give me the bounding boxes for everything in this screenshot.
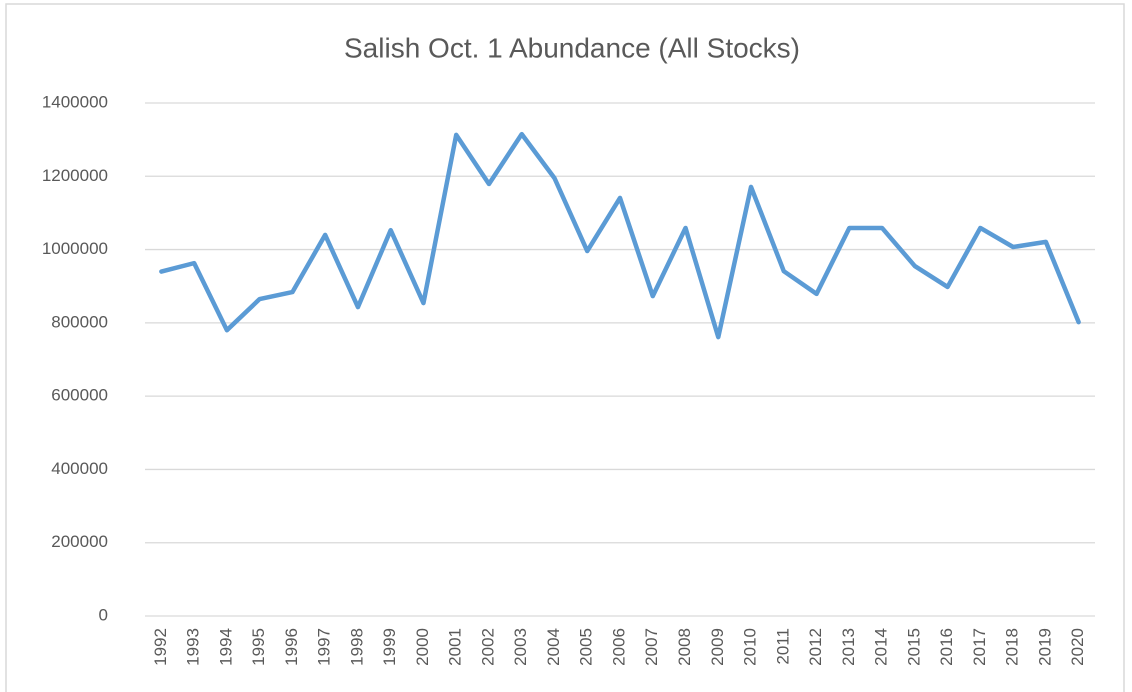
x-tick-label: 1998 [347, 628, 366, 666]
x-tick-label: 2003 [511, 628, 530, 666]
chart-title: Salish Oct. 1 Abundance (All Stocks) [344, 32, 800, 63]
x-tick-label: 2004 [544, 628, 563, 666]
y-tick-label: 800000 [51, 312, 108, 331]
x-tick-label: 2012 [806, 628, 825, 666]
x-tick-label: 1999 [380, 628, 399, 666]
x-tick-label: 2016 [937, 628, 956, 666]
y-tick-label: 1000000 [42, 239, 108, 258]
x-tick-label: 1997 [315, 628, 334, 666]
x-tick-label: 2020 [1068, 628, 1087, 666]
y-tick-label: 600000 [51, 386, 108, 405]
data-line [159, 131, 1081, 340]
x-tick-label: 2013 [839, 628, 858, 666]
x-tick-label: 1992 [151, 628, 170, 666]
x-tick-label: 1996 [282, 628, 301, 666]
y-tick-label: 400000 [51, 459, 108, 478]
x-tick-label: 2005 [577, 628, 596, 666]
x-tick-label: 1994 [216, 628, 235, 666]
x-tick-label: 2007 [642, 628, 661, 666]
x-tick-label: 2017 [970, 628, 989, 666]
x-tick-label: 2000 [413, 628, 432, 666]
x-tick-label: 2010 [741, 628, 760, 666]
x-tick-label: 2006 [609, 628, 628, 666]
y-tick-label: 1400000 [42, 92, 108, 111]
y-tick-label: 1200000 [42, 166, 108, 185]
y-tick-label: 0 [99, 605, 108, 624]
x-tick-label: 1993 [184, 628, 203, 666]
x-tick-label: 2018 [1003, 628, 1022, 666]
y-tick-label: 200000 [51, 532, 108, 551]
x-tick-label: 2014 [872, 628, 891, 666]
x-tick-label: 2019 [1035, 628, 1054, 666]
x-tick-label: 2001 [446, 628, 465, 666]
x-tick-label: 2011 [773, 628, 792, 665]
x-tick-label: 2015 [904, 628, 923, 666]
chart-border [5, 3, 1125, 692]
x-tick-label: 1995 [249, 628, 268, 666]
x-tick-label: 2008 [675, 628, 694, 666]
x-tick-label: 2009 [708, 628, 727, 666]
x-tick-label: 2002 [478, 628, 497, 666]
